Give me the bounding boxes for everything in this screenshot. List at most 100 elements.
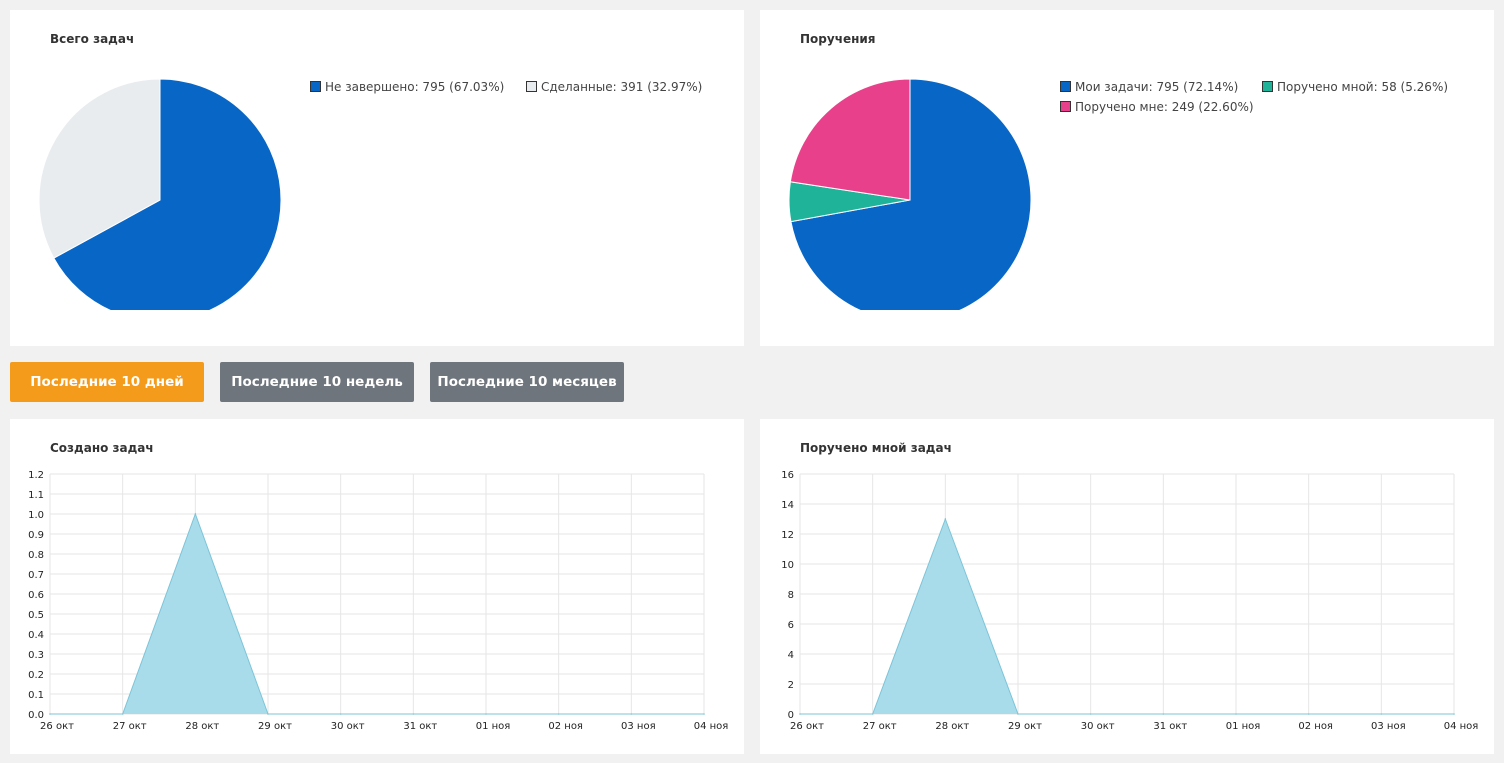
y-tick-label: 12 xyxy=(781,530,794,541)
y-tick-label: 10 xyxy=(781,560,794,571)
x-tick-label: 02 ноя xyxy=(1298,721,1333,732)
x-tick-label: 27 окт xyxy=(863,721,897,732)
x-tick-label: 04 ноя xyxy=(1444,721,1479,732)
x-tick-label: 30 окт xyxy=(331,721,365,732)
data-point xyxy=(630,713,633,715)
legend-swatch-done xyxy=(526,81,537,92)
data-point xyxy=(1089,713,1092,715)
x-tick-label: 01 ноя xyxy=(1226,721,1261,732)
x-tick-label: 30 окт xyxy=(1081,721,1115,732)
x-tick-label: 31 окт xyxy=(1153,721,1187,732)
data-point xyxy=(1017,713,1019,715)
y-tick-label: 4 xyxy=(788,650,794,661)
y-tick-label: 0.8 xyxy=(28,550,44,561)
y-tick-label: 1.2 xyxy=(28,470,44,481)
data-point xyxy=(267,713,269,715)
total-tasks-pie xyxy=(38,78,282,310)
y-tick-label: 0.5 xyxy=(28,610,44,621)
data-point xyxy=(194,513,197,515)
created-tasks-panel: Создано задач 0.0 0.1 0.2 0.3 0.4 0.5 0.6 0.7 0.… xyxy=(10,419,744,754)
pie-slice-0 xyxy=(53,78,282,310)
area-fill xyxy=(50,514,704,714)
y-tick-label: 0.7 xyxy=(28,570,44,581)
last-10-days-button[interactable]: Последние 10 дней xyxy=(10,362,204,402)
x-tick-label: 28 окт xyxy=(935,721,969,732)
y-tick-label: 6 xyxy=(788,620,794,631)
data-point xyxy=(871,713,874,715)
y-tick-label: 0.2 xyxy=(28,670,44,681)
x-tick-label: 29 окт xyxy=(258,721,292,732)
y-tick-label: 0 xyxy=(788,710,794,721)
y-tick-label: 14 xyxy=(781,500,794,511)
x-tick-label: 29 окт xyxy=(1008,721,1042,732)
legend-label-done: Сделанные: 391 (32.97%) xyxy=(541,80,703,94)
x-tick-label: 03 ноя xyxy=(1371,721,1406,732)
last-10-weeks-button[interactable]: Последние 10 недель xyxy=(220,362,414,402)
data-point xyxy=(703,713,705,715)
area-fill xyxy=(800,519,1454,714)
data-point xyxy=(1453,713,1455,715)
data-point xyxy=(944,518,947,520)
data-point xyxy=(1235,713,1237,715)
pie-slice-1 xyxy=(38,78,161,259)
y-tick-label: 2 xyxy=(788,680,794,691)
assigned-by-me-panel: Поручено мной задач 0 2 4 6 8 10 12 14 16 26 окт 2… xyxy=(760,419,1494,754)
legend-swatch-assigned-to-me xyxy=(1060,101,1071,112)
data-point xyxy=(49,713,51,715)
legend-label-incomplete: Не завершено: 795 (67.03%) xyxy=(325,80,505,94)
assignments-pie xyxy=(788,78,1032,310)
total-tasks-panel: Всего задач Не завершено: 795 (67.03%) С… xyxy=(10,10,744,346)
created-tasks-title: Создано задач xyxy=(50,441,154,455)
assignments-panel: Поручения Мои задачи: 795 (72.14%) Поруч… xyxy=(760,10,1494,346)
legend-item-incomplete: Не завершено: 795 (67.03%) xyxy=(310,80,504,94)
legend-swatch-assigned-by-me xyxy=(1262,81,1273,92)
x-tick-label: 27 окт xyxy=(113,721,147,732)
data-point xyxy=(121,713,124,715)
x-tick-label: 26 окт xyxy=(790,721,824,732)
x-tick-label: 28 окт xyxy=(185,721,219,732)
assigned-by-me-area-chart: 0 2 4 6 8 10 12 14 16 26 окт 27 окт 28 окт 29 окт 30 … xyxy=(781,470,1479,732)
created-tasks-area-chart: 0.0 0.1 0.2 0.3 0.4 0.5 0.6 0.7 0.8 0.9 1.0 1.1 1.2 2… xyxy=(28,470,729,732)
y-tick-label: 0.4 xyxy=(28,630,44,641)
data-point xyxy=(1162,713,1165,715)
y-tick-label: 0.9 xyxy=(28,530,44,541)
legend-item-assigned-by-me: Поручено мной: 58 (5.26%) xyxy=(1262,80,1448,94)
assignments-title: Поручения xyxy=(800,32,876,46)
pie-slice-2 xyxy=(789,78,911,201)
legend-item-done: Сделанные: 391 (32.97%) xyxy=(526,80,702,94)
data-point xyxy=(485,713,487,715)
legend-label-assigned-to-me: Поручено мне: 249 (22.60%) xyxy=(1075,100,1254,114)
legend-swatch-my-tasks xyxy=(1060,81,1071,92)
data-point xyxy=(412,713,415,715)
legend-label-assigned-by-me: Поручено мной: 58 (5.26%) xyxy=(1277,80,1449,94)
x-tick-label: 31 окт xyxy=(403,721,437,732)
total-tasks-title: Всего задач xyxy=(50,32,135,46)
y-tick-label: 16 xyxy=(781,470,794,481)
x-tick-label: 02 ноя xyxy=(548,721,583,732)
data-point xyxy=(799,713,801,715)
y-tick-label: 0.6 xyxy=(28,590,44,601)
legend-label-my-tasks: Мои задачи: 795 (72.14%) xyxy=(1075,80,1239,94)
data-point xyxy=(557,713,560,715)
x-tick-label: 01 ноя xyxy=(476,721,511,732)
x-tick-label: 26 окт xyxy=(40,721,74,732)
pie-slice-0 xyxy=(790,78,1032,310)
assigned-by-me-title: Поручено мной задач xyxy=(800,441,952,455)
area-line xyxy=(800,517,1454,715)
y-tick-label: 0.1 xyxy=(28,690,44,701)
y-tick-label: 0.3 xyxy=(28,650,44,661)
y-tick-label: 1.0 xyxy=(28,510,44,521)
data-point xyxy=(1307,713,1310,715)
x-tick-label: 04 ноя xyxy=(694,721,729,732)
data-point xyxy=(339,713,342,715)
y-tick-label: 8 xyxy=(788,590,794,601)
legend-swatch-incomplete xyxy=(310,81,321,92)
data-point xyxy=(1380,713,1383,715)
x-tick-label: 03 ноя xyxy=(621,721,656,732)
legend-item-my-tasks: Мои задачи: 795 (72.14%) xyxy=(1060,80,1238,94)
last-10-months-button[interactable]: Последние 10 месяцев xyxy=(430,362,624,402)
area-line xyxy=(50,512,704,715)
y-tick-label: 0.0 xyxy=(28,710,44,721)
y-tick-label: 1.1 xyxy=(28,490,44,501)
legend-item-assigned-to-me: Поручено мне: 249 (22.60%) xyxy=(1060,100,1254,114)
